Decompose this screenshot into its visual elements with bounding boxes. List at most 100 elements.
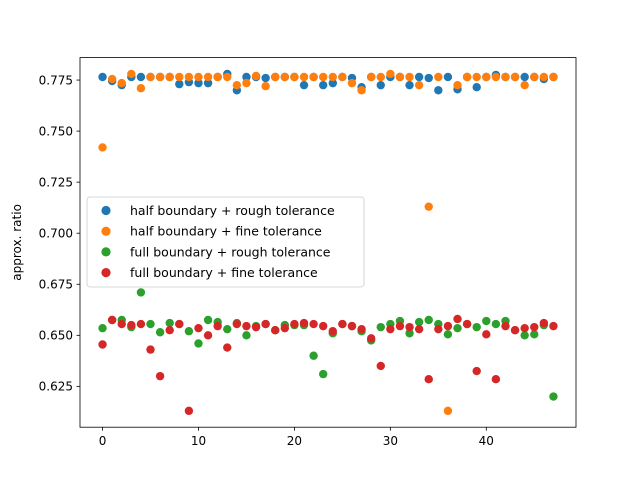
- data-point: [309, 351, 318, 360]
- x-tick-label: 40: [479, 434, 494, 448]
- data-point: [491, 319, 501, 329]
- data-point: [453, 314, 462, 324]
- legend-label: half boundary + fine tolerance: [130, 224, 322, 239]
- plot-frame: [79, 57, 577, 428]
- data-point: [376, 322, 385, 332]
- data-point: [319, 80, 328, 90]
- data-point: [299, 72, 309, 82]
- data-point: [443, 406, 453, 416]
- data-point: [261, 81, 270, 91]
- data-point: [424, 375, 433, 384]
- legend-marker: [101, 247, 111, 257]
- data-point: [299, 318, 309, 328]
- data-point: [462, 319, 472, 329]
- data-point: [117, 319, 126, 329]
- x-tick-label: 30: [383, 434, 398, 448]
- data-point: [203, 78, 213, 88]
- data-point: [319, 72, 328, 82]
- data-point: [107, 315, 117, 325]
- data-point: [414, 72, 424, 82]
- data-point: [434, 86, 443, 95]
- data-point: [482, 72, 491, 82]
- data-point: [357, 86, 366, 95]
- data-point: [136, 72, 146, 82]
- data-point: [146, 319, 155, 329]
- data-point: [299, 80, 309, 90]
- data-point: [472, 322, 481, 332]
- data-point: [223, 343, 232, 352]
- data-point: [501, 72, 510, 82]
- y-tick-label: 0.675: [39, 278, 73, 292]
- data-point: [155, 328, 165, 337]
- data-point: [424, 202, 433, 211]
- data-point: [184, 327, 194, 336]
- data-point: [424, 315, 433, 325]
- data-point: [482, 316, 491, 326]
- data-point: [376, 361, 385, 371]
- data-point: [107, 74, 117, 84]
- data-point: [223, 324, 232, 334]
- y-tick-label: 0.700: [39, 227, 73, 241]
- data-point: [491, 72, 501, 82]
- data-point: [184, 72, 194, 82]
- data-point: [194, 323, 203, 333]
- y-axis-ticks: 0.625 0.650 0.675 0.700 0.725 0.750 0.775: [39, 73, 80, 394]
- data-point: [98, 323, 107, 333]
- data-point: [155, 371, 165, 381]
- data-point: [251, 71, 261, 81]
- data-point: [319, 369, 328, 379]
- data-point: [232, 80, 242, 90]
- data-point: [395, 72, 405, 82]
- data-point: [203, 72, 213, 82]
- data-point: [136, 288, 146, 297]
- x-tick-label: 10: [191, 434, 206, 448]
- data-point: [261, 73, 270, 83]
- data-point: [549, 321, 558, 331]
- data-point: [405, 322, 414, 332]
- data-point: [242, 331, 251, 340]
- data-point: [501, 321, 510, 331]
- data-point: [175, 79, 184, 89]
- data-point: [194, 339, 203, 348]
- data-point: [127, 320, 136, 330]
- data-point: [434, 72, 443, 82]
- data-point: [472, 366, 481, 376]
- data-point: [405, 329, 414, 338]
- data-point: [271, 72, 280, 82]
- data-point: [165, 318, 174, 328]
- data-point: [347, 321, 357, 331]
- legend-marker: [101, 268, 111, 278]
- legend-marker: [101, 205, 111, 216]
- data-point: [453, 80, 462, 90]
- data-point: [175, 72, 184, 82]
- data-point: [386, 324, 395, 334]
- data-point: [366, 72, 376, 82]
- data-point: [414, 324, 424, 334]
- data-points: [98, 69, 558, 416]
- data-point: [203, 331, 213, 340]
- data-point: [328, 72, 337, 82]
- data-point: [242, 321, 251, 331]
- x-axis-ticks: 0 10 20 30 40: [99, 427, 494, 448]
- data-point: [136, 319, 146, 329]
- data-point: [146, 72, 155, 82]
- data-point: [520, 323, 529, 333]
- y-axis-label: approx. ratio: [10, 204, 24, 281]
- data-point: [146, 345, 155, 354]
- data-point: [155, 72, 165, 82]
- data-point: [232, 319, 242, 329]
- data-point: [251, 322, 261, 332]
- legend-label: full boundary + rough tolerance: [130, 244, 331, 259]
- data-point: [443, 321, 453, 331]
- data-point: [338, 72, 347, 82]
- data-point: [184, 406, 194, 416]
- data-point: [242, 78, 251, 88]
- data-point: [357, 324, 366, 334]
- y-tick-label: 0.625: [39, 380, 73, 394]
- data-point: [136, 84, 146, 93]
- data-point: [539, 72, 549, 82]
- data-point: [328, 327, 337, 336]
- data-point: [405, 80, 414, 90]
